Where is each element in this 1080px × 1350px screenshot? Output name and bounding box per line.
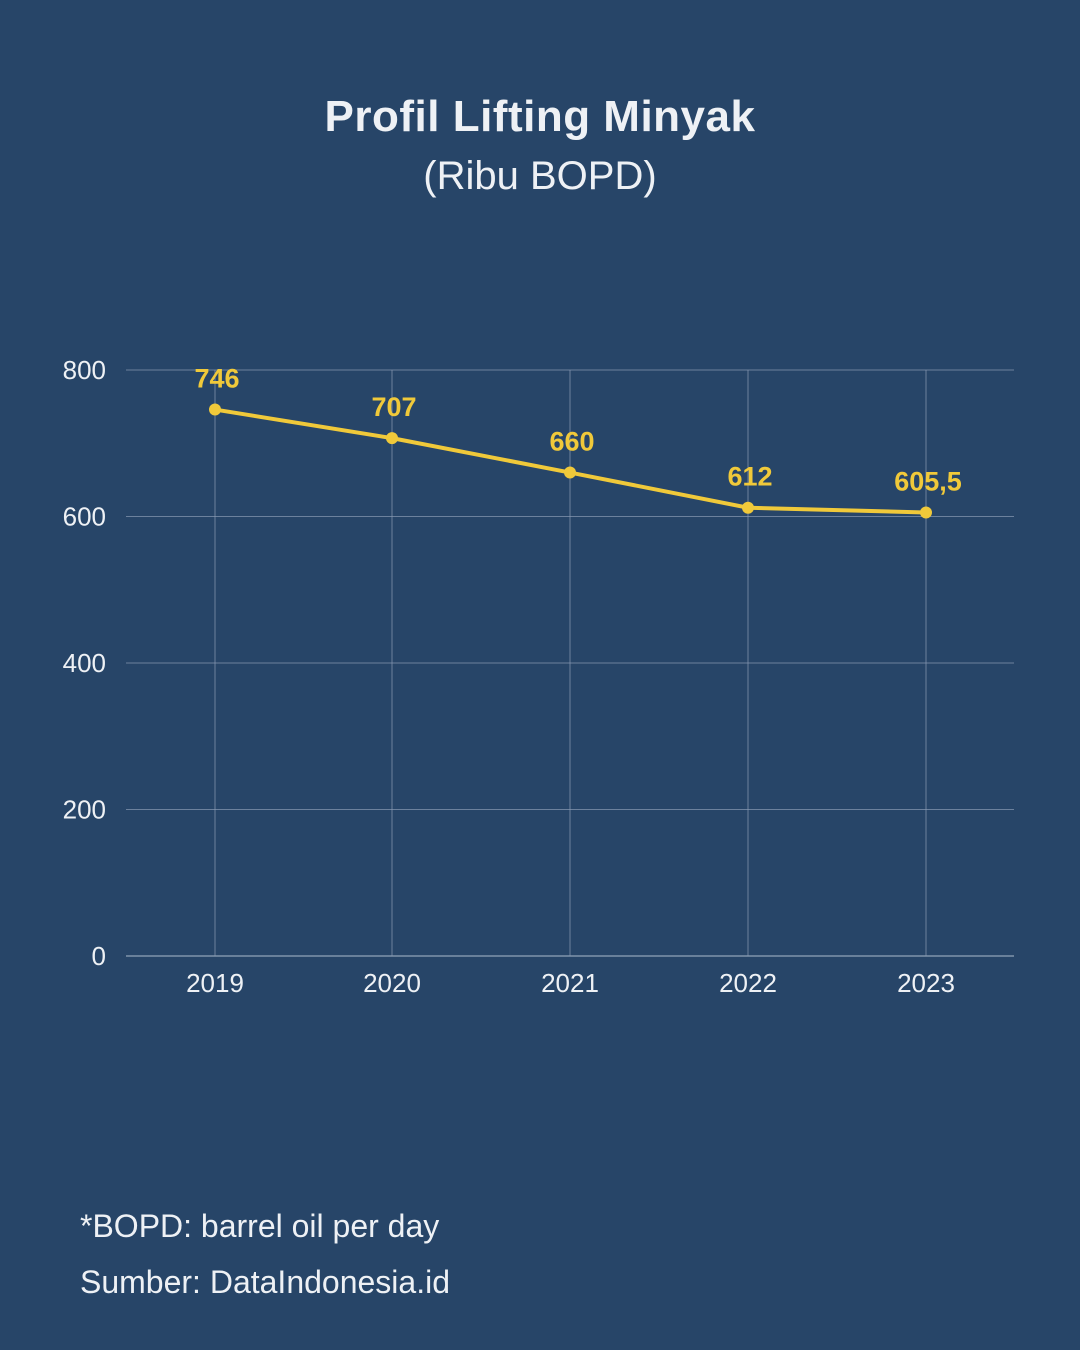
footnote-source: Sumber: DataIndonesia.id — [80, 1264, 450, 1300]
chart-subtitle: (Ribu BOPD) — [423, 154, 657, 198]
x-tick-label-2019: 2019 — [186, 968, 244, 998]
data-point-2022 — [742, 501, 754, 514]
data-label-2019: 746 — [194, 364, 239, 394]
data-point-2020 — [386, 432, 398, 445]
data-label-2020: 707 — [371, 392, 416, 422]
y-tick-label-200: 200 — [63, 795, 106, 825]
data-label-2023: 605,5 — [894, 466, 962, 496]
data-label-2022: 612 — [727, 462, 772, 492]
data-point-2023 — [920, 506, 932, 519]
y-tick-label-400: 400 — [63, 648, 106, 678]
y-tick-label-600: 600 — [63, 502, 106, 532]
x-tick-label-2023: 2023 — [897, 968, 955, 998]
y-axis-ticks: 0 200 400 600 800 — [63, 355, 106, 971]
data-point-2021 — [564, 466, 576, 479]
grid-layer — [126, 369, 1014, 957]
series-layer — [209, 403, 932, 519]
data-label-layer: 746 707 660 612 605,5 — [194, 364, 961, 497]
data-point-2019 — [209, 403, 221, 416]
x-tick-label-2021: 2021 — [541, 968, 599, 998]
chart-title: Profil Lifting Minyak — [324, 92, 756, 141]
x-axis-ticks: 2019 2020 2021 2022 2023 — [186, 968, 955, 998]
x-tick-label-2022: 2022 — [719, 968, 777, 998]
x-tick-label-2020: 2020 — [363, 968, 421, 998]
footnote-bopd: *BOPD: barrel oil per day — [80, 1208, 440, 1244]
y-tick-label-800: 800 — [63, 355, 106, 385]
data-label-2021: 660 — [549, 427, 594, 457]
y-tick-label-0: 0 — [92, 941, 106, 971]
